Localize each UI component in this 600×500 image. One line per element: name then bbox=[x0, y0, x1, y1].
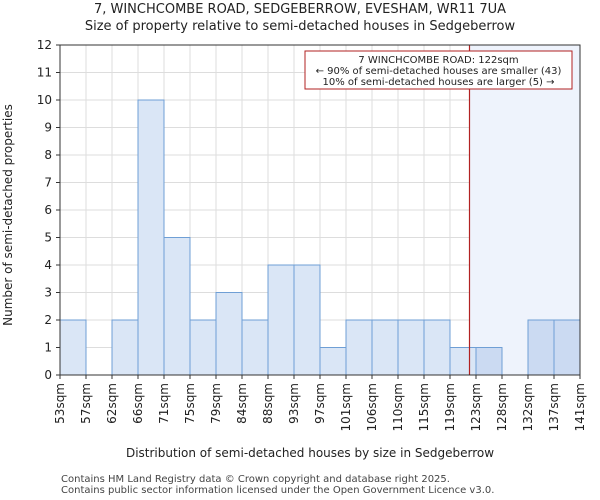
x-tick-label: 141sqm bbox=[573, 383, 587, 431]
y-tick-label: 1 bbox=[44, 341, 52, 355]
annotation-box bbox=[304, 50, 573, 90]
histogram-bar bbox=[215, 292, 243, 376]
y-tick-label: 9 bbox=[44, 121, 52, 135]
histogram-bar bbox=[241, 319, 269, 376]
footer-copyright: Contains HM Land Registry data © Crown c… bbox=[61, 474, 450, 485]
y-tick-label: 2 bbox=[44, 313, 52, 327]
x-tick-label: 75sqm bbox=[183, 383, 197, 424]
histogram-bar bbox=[137, 99, 165, 376]
x-tick-label: 93sqm bbox=[287, 383, 301, 424]
x-tick-label: 53sqm bbox=[53, 383, 67, 424]
histogram-bar bbox=[371, 319, 399, 376]
histogram-bar bbox=[345, 319, 373, 376]
annotation-layer: 7 WINCHCOMBE ROAD: 122sqm← 90% of semi-d… bbox=[304, 50, 573, 90]
x-tick-label: 128sqm bbox=[495, 383, 509, 431]
chart-subtitle: Size of property relative to semi-detach… bbox=[84, 19, 516, 34]
histogram-bar bbox=[163, 237, 191, 376]
histogram-bar bbox=[111, 319, 139, 376]
x-tick-label: 88sqm bbox=[261, 383, 275, 424]
x-tick-label: 101sqm bbox=[339, 383, 353, 431]
histogram-bar bbox=[293, 264, 321, 376]
x-tick-label: 137sqm bbox=[547, 383, 561, 431]
y-tick-label: 11 bbox=[37, 66, 52, 80]
histogram-bar bbox=[527, 319, 555, 376]
y-tick-label: 3 bbox=[44, 286, 52, 300]
x-tick-label: 79sqm bbox=[209, 383, 223, 424]
x-tick-label: 110sqm bbox=[391, 383, 405, 431]
y-tick-label: 5 bbox=[44, 231, 52, 245]
histogram-bar bbox=[475, 347, 503, 376]
x-tick-label: 66sqm bbox=[131, 383, 145, 424]
y-tick-label: 10 bbox=[37, 93, 52, 107]
x-tick-label: 84sqm bbox=[235, 383, 249, 424]
x-tick-label: 123sqm bbox=[469, 383, 483, 431]
histogram-bar bbox=[189, 319, 217, 376]
x-tick-label: 132sqm bbox=[521, 383, 535, 431]
x-axis-title: Distribution of semi-detached houses by … bbox=[126, 446, 494, 460]
y-axis-title: Number of semi-detached properties bbox=[1, 104, 15, 326]
annotation-line-2: ← 90% of semi-detached houses are smalle… bbox=[316, 66, 562, 77]
histogram-bar bbox=[423, 319, 451, 376]
y-tick-label: 4 bbox=[44, 258, 52, 272]
x-tick-label: 71sqm bbox=[157, 383, 171, 424]
x-tick-label: 106sqm bbox=[365, 383, 379, 431]
histogram-bar bbox=[397, 319, 425, 376]
x-tick-label: 62sqm bbox=[105, 383, 119, 424]
x-tick-label: 119sqm bbox=[443, 383, 457, 431]
footer-licence: Contains public sector information licen… bbox=[61, 485, 495, 496]
y-tick-label: 0 bbox=[44, 368, 52, 382]
bars-layer bbox=[59, 99, 581, 376]
annotation-line-1: 7 WINCHCOMBE ROAD: 122sqm bbox=[358, 55, 518, 66]
x-tick-label: 97sqm bbox=[313, 383, 327, 424]
x-tick-label: 57sqm bbox=[79, 383, 93, 424]
y-tick-label: 6 bbox=[44, 203, 52, 217]
y-tick-label: 7 bbox=[44, 176, 52, 190]
histogram-bar bbox=[267, 264, 295, 376]
chart-title: 7, WINCHCOMBE ROAD, SEDGEBERROW, EVESHAM… bbox=[93, 2, 507, 17]
axis-labels-layer: Distribution of semi-detached houses by … bbox=[1, 104, 494, 460]
histogram-bar bbox=[319, 347, 347, 376]
histogram-bar bbox=[553, 319, 581, 376]
x-tick-label: 115sqm bbox=[417, 383, 431, 431]
y-tick-label: 12 bbox=[37, 38, 52, 52]
annotation-line-3: 10% of semi-detached houses are larger (… bbox=[322, 77, 554, 88]
histogram-bar bbox=[59, 319, 87, 376]
y-tick-label: 8 bbox=[44, 148, 52, 162]
histogram-bar bbox=[449, 347, 477, 376]
